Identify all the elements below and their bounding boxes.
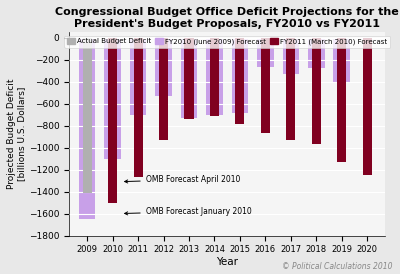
Bar	[206, 38, 223, 115]
Bar	[261, 38, 270, 133]
Bar	[159, 38, 168, 140]
Bar	[232, 38, 248, 113]
Bar	[308, 38, 324, 68]
Bar	[104, 38, 121, 159]
Bar	[181, 38, 197, 118]
Bar	[134, 38, 143, 177]
Bar	[337, 38, 346, 162]
Bar	[312, 38, 321, 144]
Title: Congressional Budget Office Deficit Projections for the
President's Budget Propo: Congressional Budget Office Deficit Proj…	[55, 7, 399, 28]
Bar	[108, 38, 117, 202]
Bar	[235, 38, 244, 124]
Bar	[184, 38, 194, 119]
Bar	[282, 38, 299, 74]
Bar	[79, 38, 96, 219]
Bar	[130, 38, 146, 115]
Bar	[257, 38, 274, 67]
Bar	[334, 38, 350, 82]
Bar	[363, 38, 372, 175]
Bar	[83, 38, 92, 193]
Text: OMB Forecast January 2010: OMB Forecast January 2010	[125, 207, 252, 216]
X-axis label: Year: Year	[216, 257, 238, 267]
Text: OMB Forecast April 2010: OMB Forecast April 2010	[125, 175, 240, 184]
Y-axis label: Projected Budget Deficit
[billions U.S. Dollars]: Projected Budget Deficit [billions U.S. …	[7, 79, 26, 189]
Bar	[155, 38, 172, 96]
Legend: Actual Budget Deficit, FY2010 (June 2009) Forecast, FY2011 (March 2010) Forecast: Actual Budget Deficit, FY2010 (June 2009…	[64, 36, 390, 48]
Text: © Political Calculations 2010: © Political Calculations 2010	[282, 262, 392, 271]
Bar	[210, 38, 219, 116]
Bar	[286, 38, 296, 141]
